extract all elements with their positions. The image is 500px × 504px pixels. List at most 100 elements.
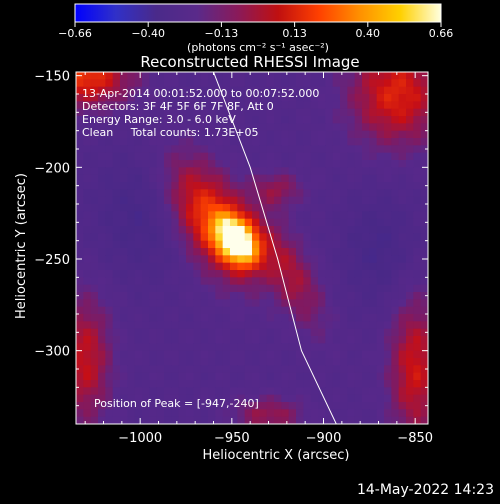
heatmap-cell — [318, 138, 326, 146]
heatmap-cell — [398, 160, 407, 168]
heatmap-cell — [362, 292, 370, 300]
heatmap-cell — [120, 101, 128, 110]
heatmap-cell — [252, 138, 260, 146]
heatmap-cell — [178, 365, 187, 374]
heatmap-cell — [325, 160, 334, 168]
heatmap-cell — [186, 380, 194, 388]
heatmap-cell — [120, 248, 128, 256]
heatmap-cell — [266, 380, 275, 388]
heatmap-cell — [83, 314, 92, 322]
heatmap-cell — [244, 387, 253, 396]
heatmap-cell — [149, 72, 158, 80]
heatmap-cell — [347, 211, 356, 220]
heatmap-cell — [310, 394, 319, 403]
heatmap-cell — [318, 101, 326, 110]
heatmap-cell — [222, 321, 231, 330]
heatmap-cell — [391, 270, 400, 278]
heatmap-cell — [310, 314, 319, 322]
heatmap-cell — [266, 262, 275, 271]
heatmap-cell — [83, 262, 92, 271]
heatmap-cell — [274, 358, 282, 366]
heatmap-cell — [237, 358, 246, 366]
heatmap-cell — [362, 160, 370, 168]
heatmap-cell — [362, 387, 370, 396]
heatmap-cell — [120, 204, 128, 212]
heatmap-cell — [215, 211, 224, 220]
heatmap-cell — [406, 218, 414, 227]
heatmap-cell — [193, 409, 202, 418]
heatmap-cell — [310, 277, 319, 286]
heatmap-cell — [325, 152, 334, 161]
heatmap-cell — [332, 343, 341, 352]
heatmap-cell — [105, 79, 114, 88]
heatmap-cell — [76, 130, 84, 139]
heatmap-cell — [288, 328, 297, 337]
heatmap-cell — [303, 189, 312, 198]
heatmap-cell — [303, 160, 312, 168]
heatmap-cell — [369, 189, 378, 198]
heatmap-cell — [164, 328, 172, 337]
heatmap-cell — [347, 167, 356, 176]
heatmap-cell — [134, 138, 143, 146]
heatmap-cell — [303, 167, 312, 176]
heatmap-cell — [406, 108, 414, 117]
heatmap-cell — [105, 416, 114, 424]
heatmap-cell — [149, 189, 158, 198]
heatmap-cell — [105, 182, 114, 190]
heatmap-cell — [200, 402, 209, 410]
heatmap-cell — [369, 123, 378, 132]
heatmap-cell — [332, 350, 341, 359]
heatmap-cell — [127, 350, 136, 359]
x-tick-label: −1000 — [118, 431, 162, 446]
heatmap-cell — [222, 409, 231, 418]
heatmap-cell — [413, 387, 422, 396]
heatmap-cell — [237, 277, 246, 286]
heatmap-cell — [105, 380, 114, 388]
heatmap-cell — [127, 211, 136, 220]
heatmap-cell — [325, 174, 334, 183]
heatmap-cell — [76, 101, 84, 110]
heatmap-cell — [186, 336, 194, 344]
heatmap-cell — [222, 94, 231, 102]
heatmap-cell — [127, 189, 136, 198]
heatmap-cell — [208, 343, 216, 352]
heatmap-cell — [354, 108, 363, 117]
heatmap-cell — [127, 116, 136, 124]
heatmap-cell — [354, 86, 363, 95]
heatmap-cell — [98, 255, 106, 264]
heatmap-cell — [332, 174, 341, 183]
heatmap-cell — [186, 306, 194, 315]
heatmap-cell — [83, 233, 92, 242]
heatmap-cell — [120, 189, 128, 198]
heatmap-cell — [266, 284, 275, 293]
heatmap-cell — [354, 116, 363, 124]
heatmap-cell — [340, 372, 348, 381]
heatmap-cell — [259, 174, 268, 183]
heatmap-cell — [281, 255, 290, 264]
heatmap-cell — [347, 328, 356, 337]
heatmap-cell — [281, 402, 290, 410]
heatmap-cell — [310, 116, 319, 124]
heatmap-cell — [156, 94, 165, 102]
heatmap-cell — [288, 358, 297, 366]
heatmap-cell — [244, 358, 253, 366]
heatmap-cell — [354, 211, 363, 220]
heatmap-cell — [296, 336, 304, 344]
heatmap-cell — [193, 284, 202, 293]
heatmap-cell — [354, 218, 363, 227]
heatmap-cell — [237, 101, 246, 110]
heatmap-cell — [120, 233, 128, 242]
heatmap-cell — [98, 240, 106, 249]
heatmap-cell — [112, 394, 121, 403]
heatmap-cell — [230, 321, 238, 330]
heatmap-cell — [318, 218, 326, 227]
heatmap-cell — [318, 86, 326, 95]
heatmap-cell — [310, 365, 319, 374]
heatmap-cell — [384, 372, 392, 381]
heatmap-cell — [244, 182, 253, 190]
heatmap-cell — [171, 138, 180, 146]
heatmap-cell — [274, 101, 282, 110]
heatmap-cell — [76, 343, 84, 352]
heatmap-cell — [142, 72, 150, 80]
heatmap-cell — [76, 211, 84, 220]
